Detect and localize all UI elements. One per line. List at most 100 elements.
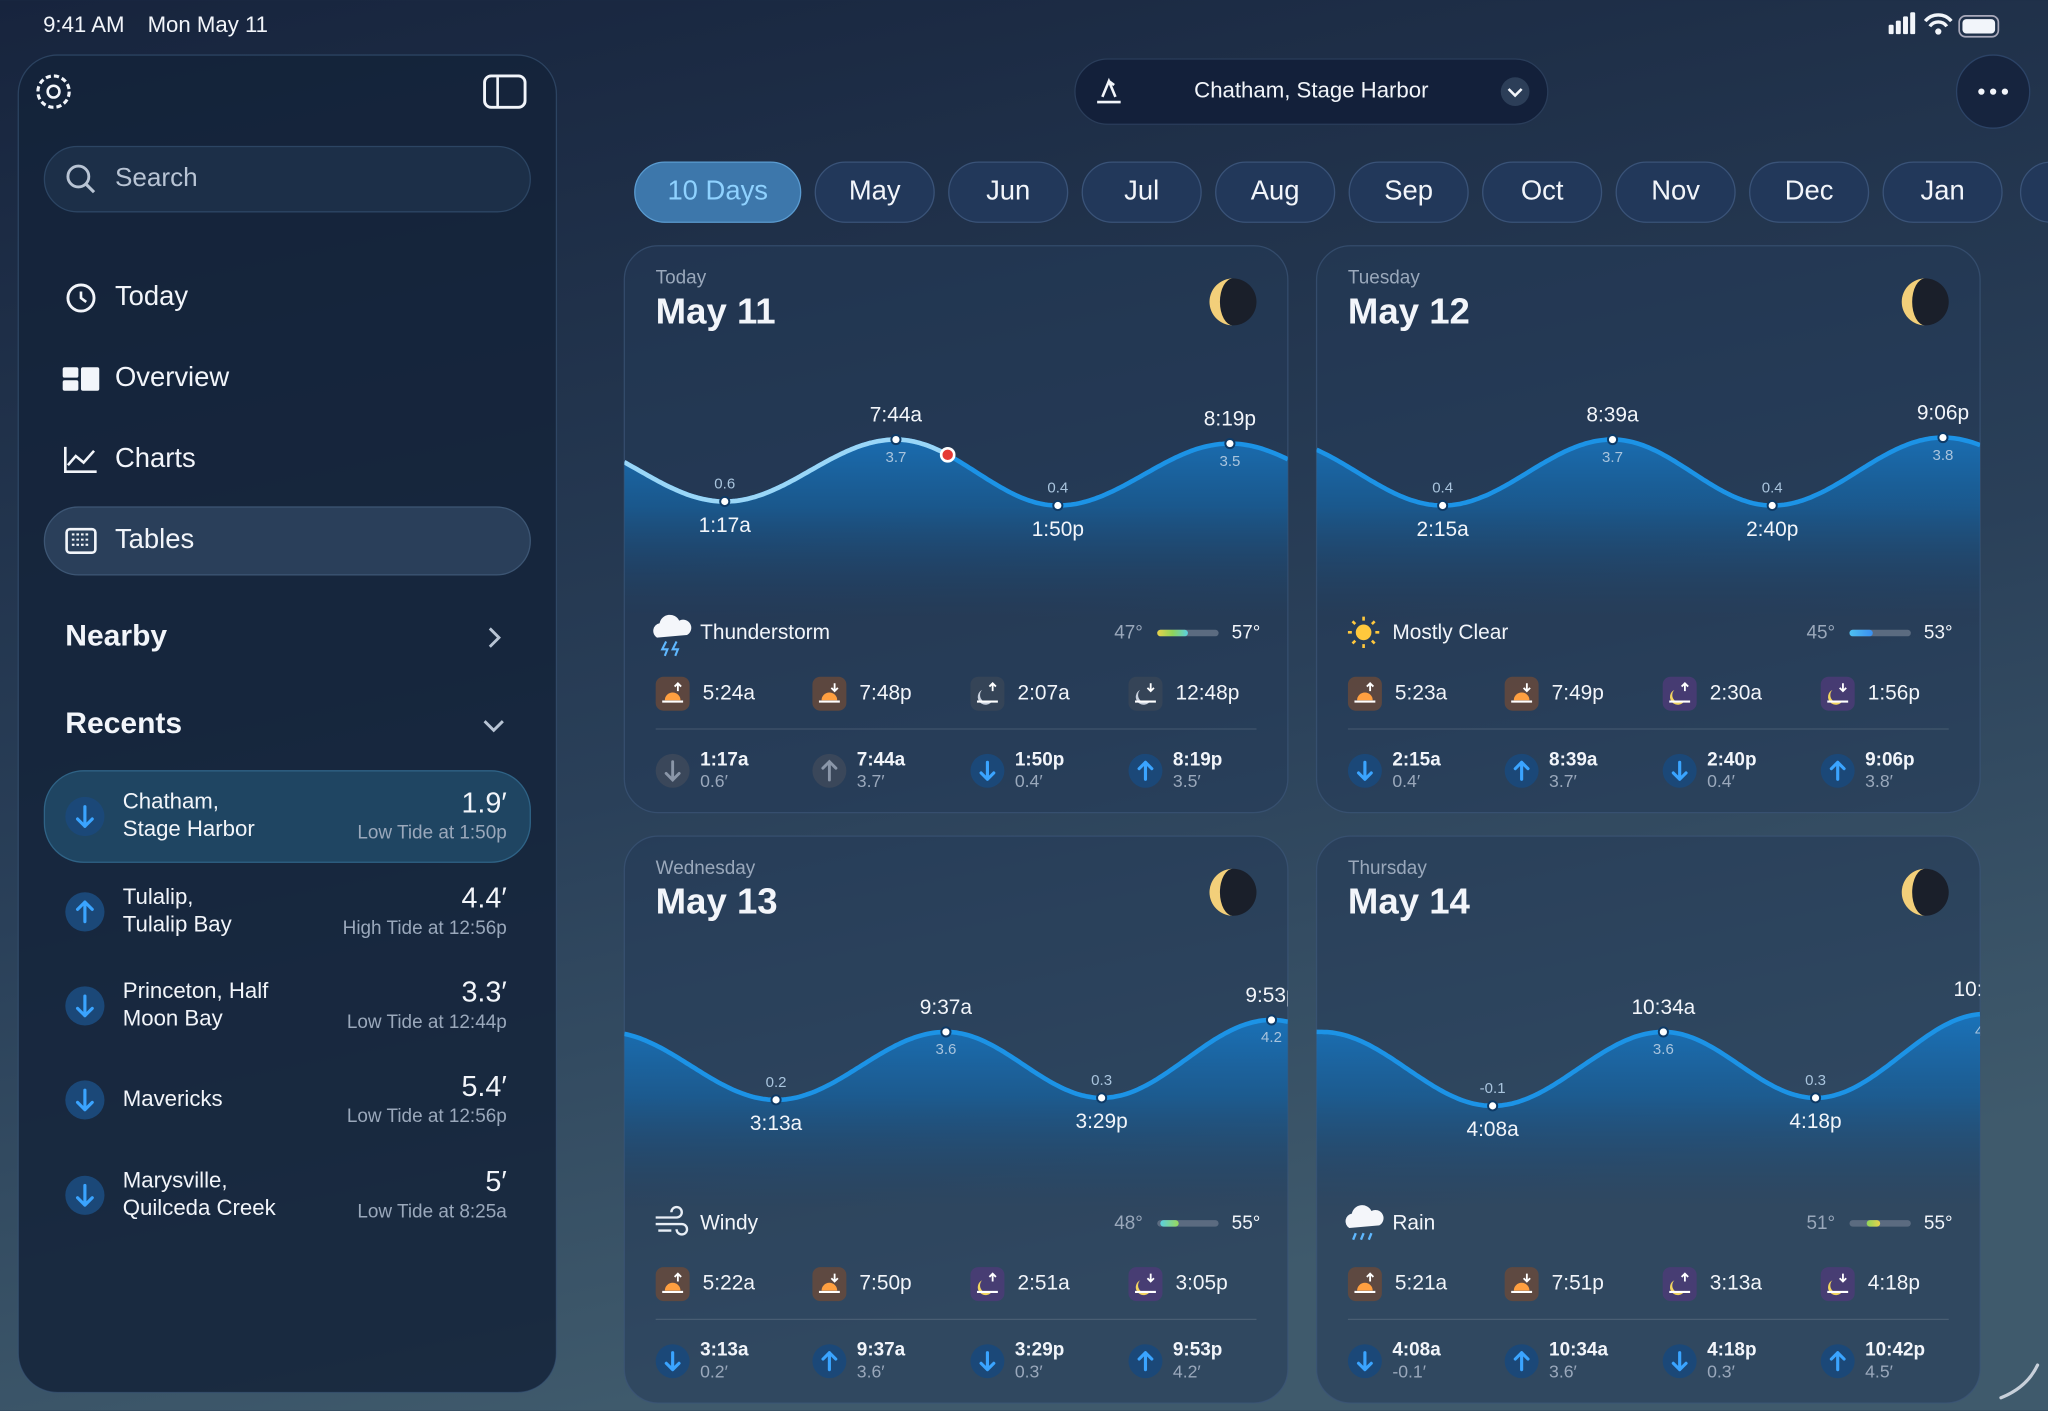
battery [1958,15,2000,38]
sun-moon-time: 3:13a [1710,1272,1763,1295]
tide-summary-time: 2:40p [1707,749,1756,770]
tab[interactable]: Jul [1081,161,1202,223]
tab-label: Oct [1521,174,1564,205]
weather-label: Rain [1392,1212,1435,1235]
tide-chart: 2:15a 0.4 8:39a 3.7 2:40p 0.4 9:06p 3.8 [1316,402,1981,638]
nav-item[interactable]: Overview [62,361,230,392]
tide-summary-level: 3.8′ [1865,771,1893,791]
tide-summary-level: 0.6′ [700,771,728,791]
tide-summary-time: 10:34a [1549,1340,1608,1361]
tide-curve [1316,435,1981,508]
more-dot [2001,88,2009,95]
nav-item[interactable]: Tables [43,506,531,576]
tab[interactable]: 10 Days [634,161,802,223]
section-title: Recents [65,707,182,740]
recents-header[interactable]: Recents [65,707,504,740]
search-bg [43,145,531,213]
tab-label: 10 Days [667,174,768,205]
nav-item[interactable]: Today [66,280,188,313]
tide-time: 1:17a [699,514,752,537]
tab[interactable]: Jan [1882,161,2003,223]
tab-bg [1882,161,2003,223]
tide-height: 4.2 [1261,1029,1282,1046]
tide-point [1606,434,1619,446]
sun-moon-time: 1:56p [1868,681,1920,704]
sun-icon [821,1282,838,1291]
nav-icon [62,380,79,391]
tab[interactable]: Sep [1348,161,1469,223]
tab[interactable]: May [814,161,935,223]
tide-time: 4:08a [1467,1118,1520,1141]
sun-moon-time: 2:51a [1017,1272,1070,1295]
set-arrow [1839,1273,1847,1283]
sun-moon-time: 2:07a [1017,681,1070,704]
tide-height: 3.7 [1602,449,1623,466]
nav-icon [65,527,97,554]
tide-summary-time: 3:29p [1015,1340,1064,1361]
settings-button[interactable] [36,74,71,109]
recent-item[interactable]: Marysville, Quilceda Creek 5′ Low Tide at 8… [65,1166,507,1222]
tide-point [1766,499,1778,512]
nearby-header[interactable]: Nearby [65,620,501,653]
arrow-up [1137,1351,1154,1372]
recent-name: Princeton, Half [123,978,269,1003]
sun-icon [1357,1282,1373,1291]
tide-curve [624,1017,1288,1103]
search-field[interactable]: Search [43,145,531,213]
recent-height: 4.4′ [461,883,506,915]
tide-point [1265,1014,1278,1026]
more-button[interactable] [1955,54,2031,129]
arrow-up [821,1351,838,1372]
tide-summary-time: 9:37a [857,1340,906,1361]
tide-summary-time: 2:15a [1392,749,1441,770]
tab[interactable]: Dec [1749,161,1870,223]
tide-summary-level: 0.4′ [1707,771,1735,791]
recent-item[interactable]: Mavericks 5.4′ Low Tide at 12:56p [65,1071,507,1127]
tide-summary-level: 0.4′ [1392,771,1420,791]
tide-height: 0.3 [1091,1072,1112,1089]
tab[interactable]: Nov [1615,161,1736,223]
tide-point [890,434,902,446]
tide-chart: 3:13a 0.2 9:37a 3.6 3:29p 0.3 9:53p 4.2 [624,984,1288,1228]
tab-partial[interactable] [2019,161,2048,223]
tide-height: 0.3 [1805,1072,1826,1089]
location-picker[interactable]: Chatham, Stage Harbor [1074,58,1549,125]
sun-moon-time: 7:48p [859,681,911,704]
recent-name: Chatham, [123,789,219,814]
tide-time: 3:13a [750,1112,803,1135]
tide-summary-time: 9:06p [1865,749,1914,770]
sun-icon [1513,692,1530,701]
tab-bg [814,161,935,223]
sun-icon [664,1282,681,1291]
tab-bg [1081,161,1202,223]
search-icon-handle [85,183,96,194]
tide-summary-time: 8:19p [1173,749,1222,770]
nav-icon [66,283,96,313]
signal-bar [1903,16,1908,35]
recent-name: Stage Harbor [123,816,256,841]
arrow-up [1513,760,1530,781]
recent-item[interactable]: Tulalip,Tulalip Bay 4.4′ High Tide at 12:5… [65,883,507,939]
nav-icon-hands [79,291,87,303]
nav-item[interactable]: Charts [63,442,196,473]
rise-arrow [673,1272,682,1282]
tab-bg [1749,161,1870,223]
tide-summary-level: 0.3′ [1015,1362,1043,1382]
tab[interactable]: Aug [1215,161,1336,223]
tide-summary-level: 0.3′ [1707,1362,1735,1382]
chevron-right [488,627,501,648]
temp-high: 55° [1924,1213,1953,1234]
tab[interactable]: Jun [948,161,1069,223]
set-arrow [830,683,839,693]
tab-label: Jun [986,174,1030,205]
tide-time: 2:40p [1746,518,1798,541]
tab[interactable]: Oct [1482,161,1603,223]
sun-moon-time: 3:05p [1176,1272,1228,1295]
sidebar-toggle[interactable] [483,74,527,109]
tide-summary-level: 3.7′ [1549,771,1577,791]
recent-item[interactable]: Chatham,Stage Harbor 1.9′ Low Tide at 1:50… [43,770,531,863]
